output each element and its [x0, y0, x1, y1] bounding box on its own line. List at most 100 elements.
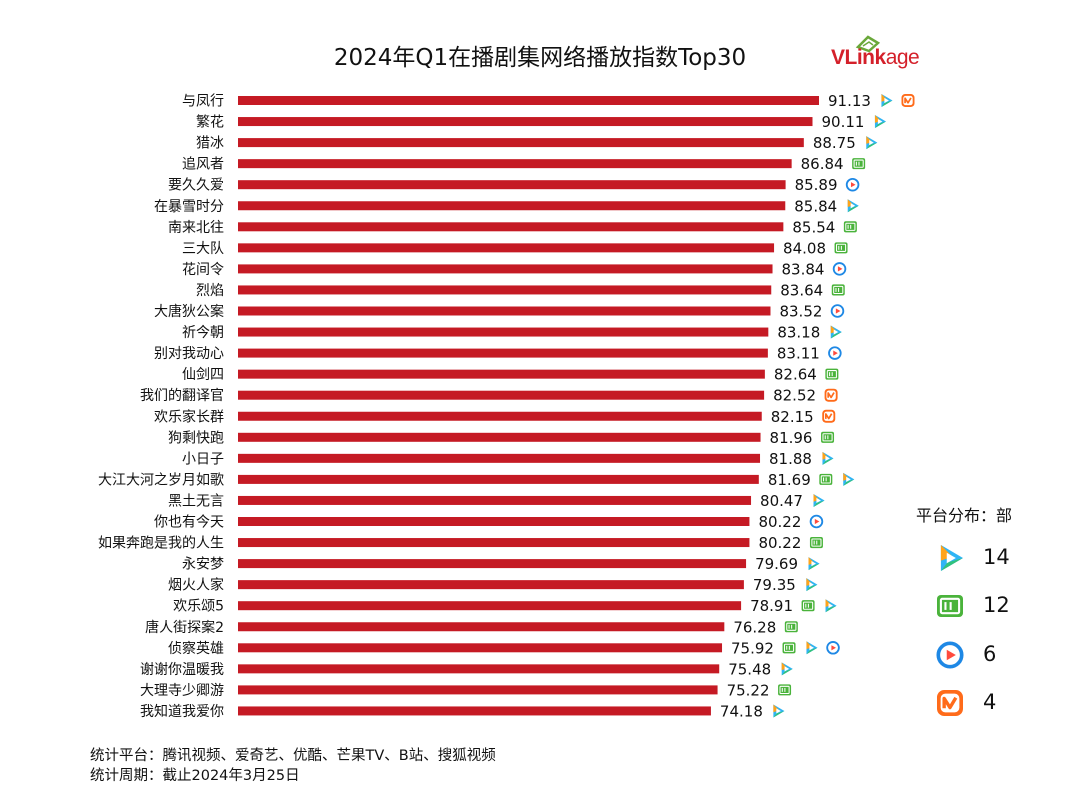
bar-row: 在暴雪时分 85.84 [154, 197, 859, 215]
category-label: 谢谢你温暖我 [140, 662, 224, 678]
bar-row: 烈焰 83.64 [196, 281, 845, 299]
bar-row: 我知道我爱你 74.18 [140, 702, 785, 720]
value-label: 78.91 [750, 597, 793, 615]
legend-title: 平台分布：部 [916, 506, 1013, 525]
category-label: 小日子 [182, 451, 224, 467]
value-label: 81.88 [769, 450, 812, 468]
category-label: 花间令 [182, 262, 224, 278]
category-label: 南来北往 [168, 220, 224, 236]
iqiyi-icon [834, 242, 848, 254]
bar [238, 390, 765, 400]
value-label: 85.54 [792, 218, 835, 236]
value-label: 74.18 [720, 702, 763, 720]
iqiyi-icon [821, 431, 835, 443]
tencent-video-icon [806, 578, 818, 592]
bar-row: 你也有今天 80.22 [154, 513, 824, 531]
category-label: 欢乐颂5 [173, 599, 224, 615]
youku-icon [828, 346, 842, 360]
category-label: 要久久爱 [168, 178, 224, 194]
iqiyi-icon [825, 368, 839, 380]
youku-icon [826, 641, 840, 655]
value-label: 79.69 [755, 555, 798, 573]
bar [238, 432, 761, 442]
value-label: 75.48 [728, 660, 771, 678]
legend-item: 14 [935, 543, 1055, 573]
category-label: 你也有今天 [154, 515, 224, 531]
mgtv-icon [937, 690, 963, 716]
bar [238, 117, 813, 127]
bar-row: 繁花 90.11 [196, 113, 886, 131]
tencent-video-icon [808, 557, 820, 571]
bar [238, 643, 723, 653]
category-label: 猎冰 [196, 136, 224, 152]
footer-notes: 统计平台：腾讯视频、爱奇艺、优酷、芒果TV、B站、搜狐视频 统计周期：截止202… [90, 746, 496, 786]
value-label: 90.11 [821, 113, 864, 131]
bar-row: 要久久爱 85.89 [168, 176, 860, 194]
logo-text-tail: age [885, 46, 920, 69]
value-label: 83.84 [782, 260, 825, 278]
tencent-video-icon [881, 94, 893, 107]
legend-count: 4 [983, 690, 997, 714]
bar [238, 369, 765, 379]
tencent-video-icon [813, 493, 825, 507]
footer-platforms: 统计平台：腾讯视频、爱奇艺、优酷、芒果TV、B站、搜狐视频 [90, 748, 496, 764]
category-label: 大江大河之岁月如歌 [98, 472, 224, 488]
tencent-video-icon [866, 136, 878, 150]
value-label: 86.84 [801, 155, 844, 173]
value-label: 83.18 [777, 324, 820, 342]
iqiyi-icon [801, 600, 815, 612]
logo-text-main: VLink [831, 46, 886, 69]
iqiyi-icon [843, 221, 857, 233]
bar [238, 622, 725, 632]
legend-item: 6 [935, 640, 1055, 670]
category-label: 我知道我爱你 [140, 703, 224, 720]
bar-row: 永安梦 79.69 [182, 555, 820, 573]
bar [238, 559, 747, 569]
category-label: 烈焰 [196, 283, 224, 299]
bar-row: 大江大河之岁月如歌 81.69 [98, 471, 855, 489]
value-label: 80.22 [758, 534, 801, 552]
value-label: 82.64 [774, 366, 817, 384]
value-label: 79.35 [753, 576, 796, 594]
tencent-video-icon [773, 704, 785, 718]
bar-row: 如果奔跑是我的人生 80.22 [98, 534, 823, 552]
bar [238, 222, 784, 232]
legend-count: 14 [983, 545, 1010, 569]
bar [238, 495, 752, 505]
bar [238, 474, 759, 484]
category-label: 烟火人家 [168, 577, 224, 594]
bar-row: 我们的翻译官 82.52 [140, 387, 838, 405]
bar [238, 411, 762, 421]
bar-row: 狗剩快跑 81.96 [168, 429, 835, 447]
category-label: 侦察英雄 [168, 640, 224, 657]
category-label: 繁花 [196, 115, 224, 131]
legend-count: 12 [983, 593, 1010, 617]
tencent-video-icon [822, 451, 834, 465]
category-label: 仙剑四 [182, 367, 224, 383]
bar [238, 348, 768, 358]
bar [238, 706, 711, 716]
value-label: 81.96 [770, 429, 813, 447]
value-label: 80.47 [760, 492, 803, 510]
category-label: 与凤行 [182, 94, 224, 110]
category-label: 唐人街探案2 [145, 619, 224, 636]
value-label: 80.22 [758, 513, 801, 531]
iqiyi-icon [831, 284, 845, 296]
bar-row: 南来北往 85.54 [168, 218, 857, 236]
bar-row: 烟火人家 79.35 [168, 576, 818, 594]
bar-row: 追风者 86.84 [182, 155, 866, 173]
mgtv-icon [824, 388, 838, 402]
iqiyi-icon [937, 594, 963, 618]
footer-period: 统计周期：截止2024年3月25日 [90, 768, 300, 784]
category-label: 欢乐家长群 [154, 408, 224, 425]
tencent-video-icon [781, 662, 793, 676]
bar [238, 580, 744, 590]
value-label: 91.13 [828, 92, 871, 110]
bar [238, 159, 792, 169]
bar [238, 96, 819, 105]
tencent-video-icon [874, 115, 886, 129]
category-label: 永安梦 [182, 557, 224, 573]
bar-row: 花间令 83.84 [182, 260, 847, 278]
tencent-video-icon [940, 545, 963, 571]
value-label: 84.08 [783, 239, 826, 257]
